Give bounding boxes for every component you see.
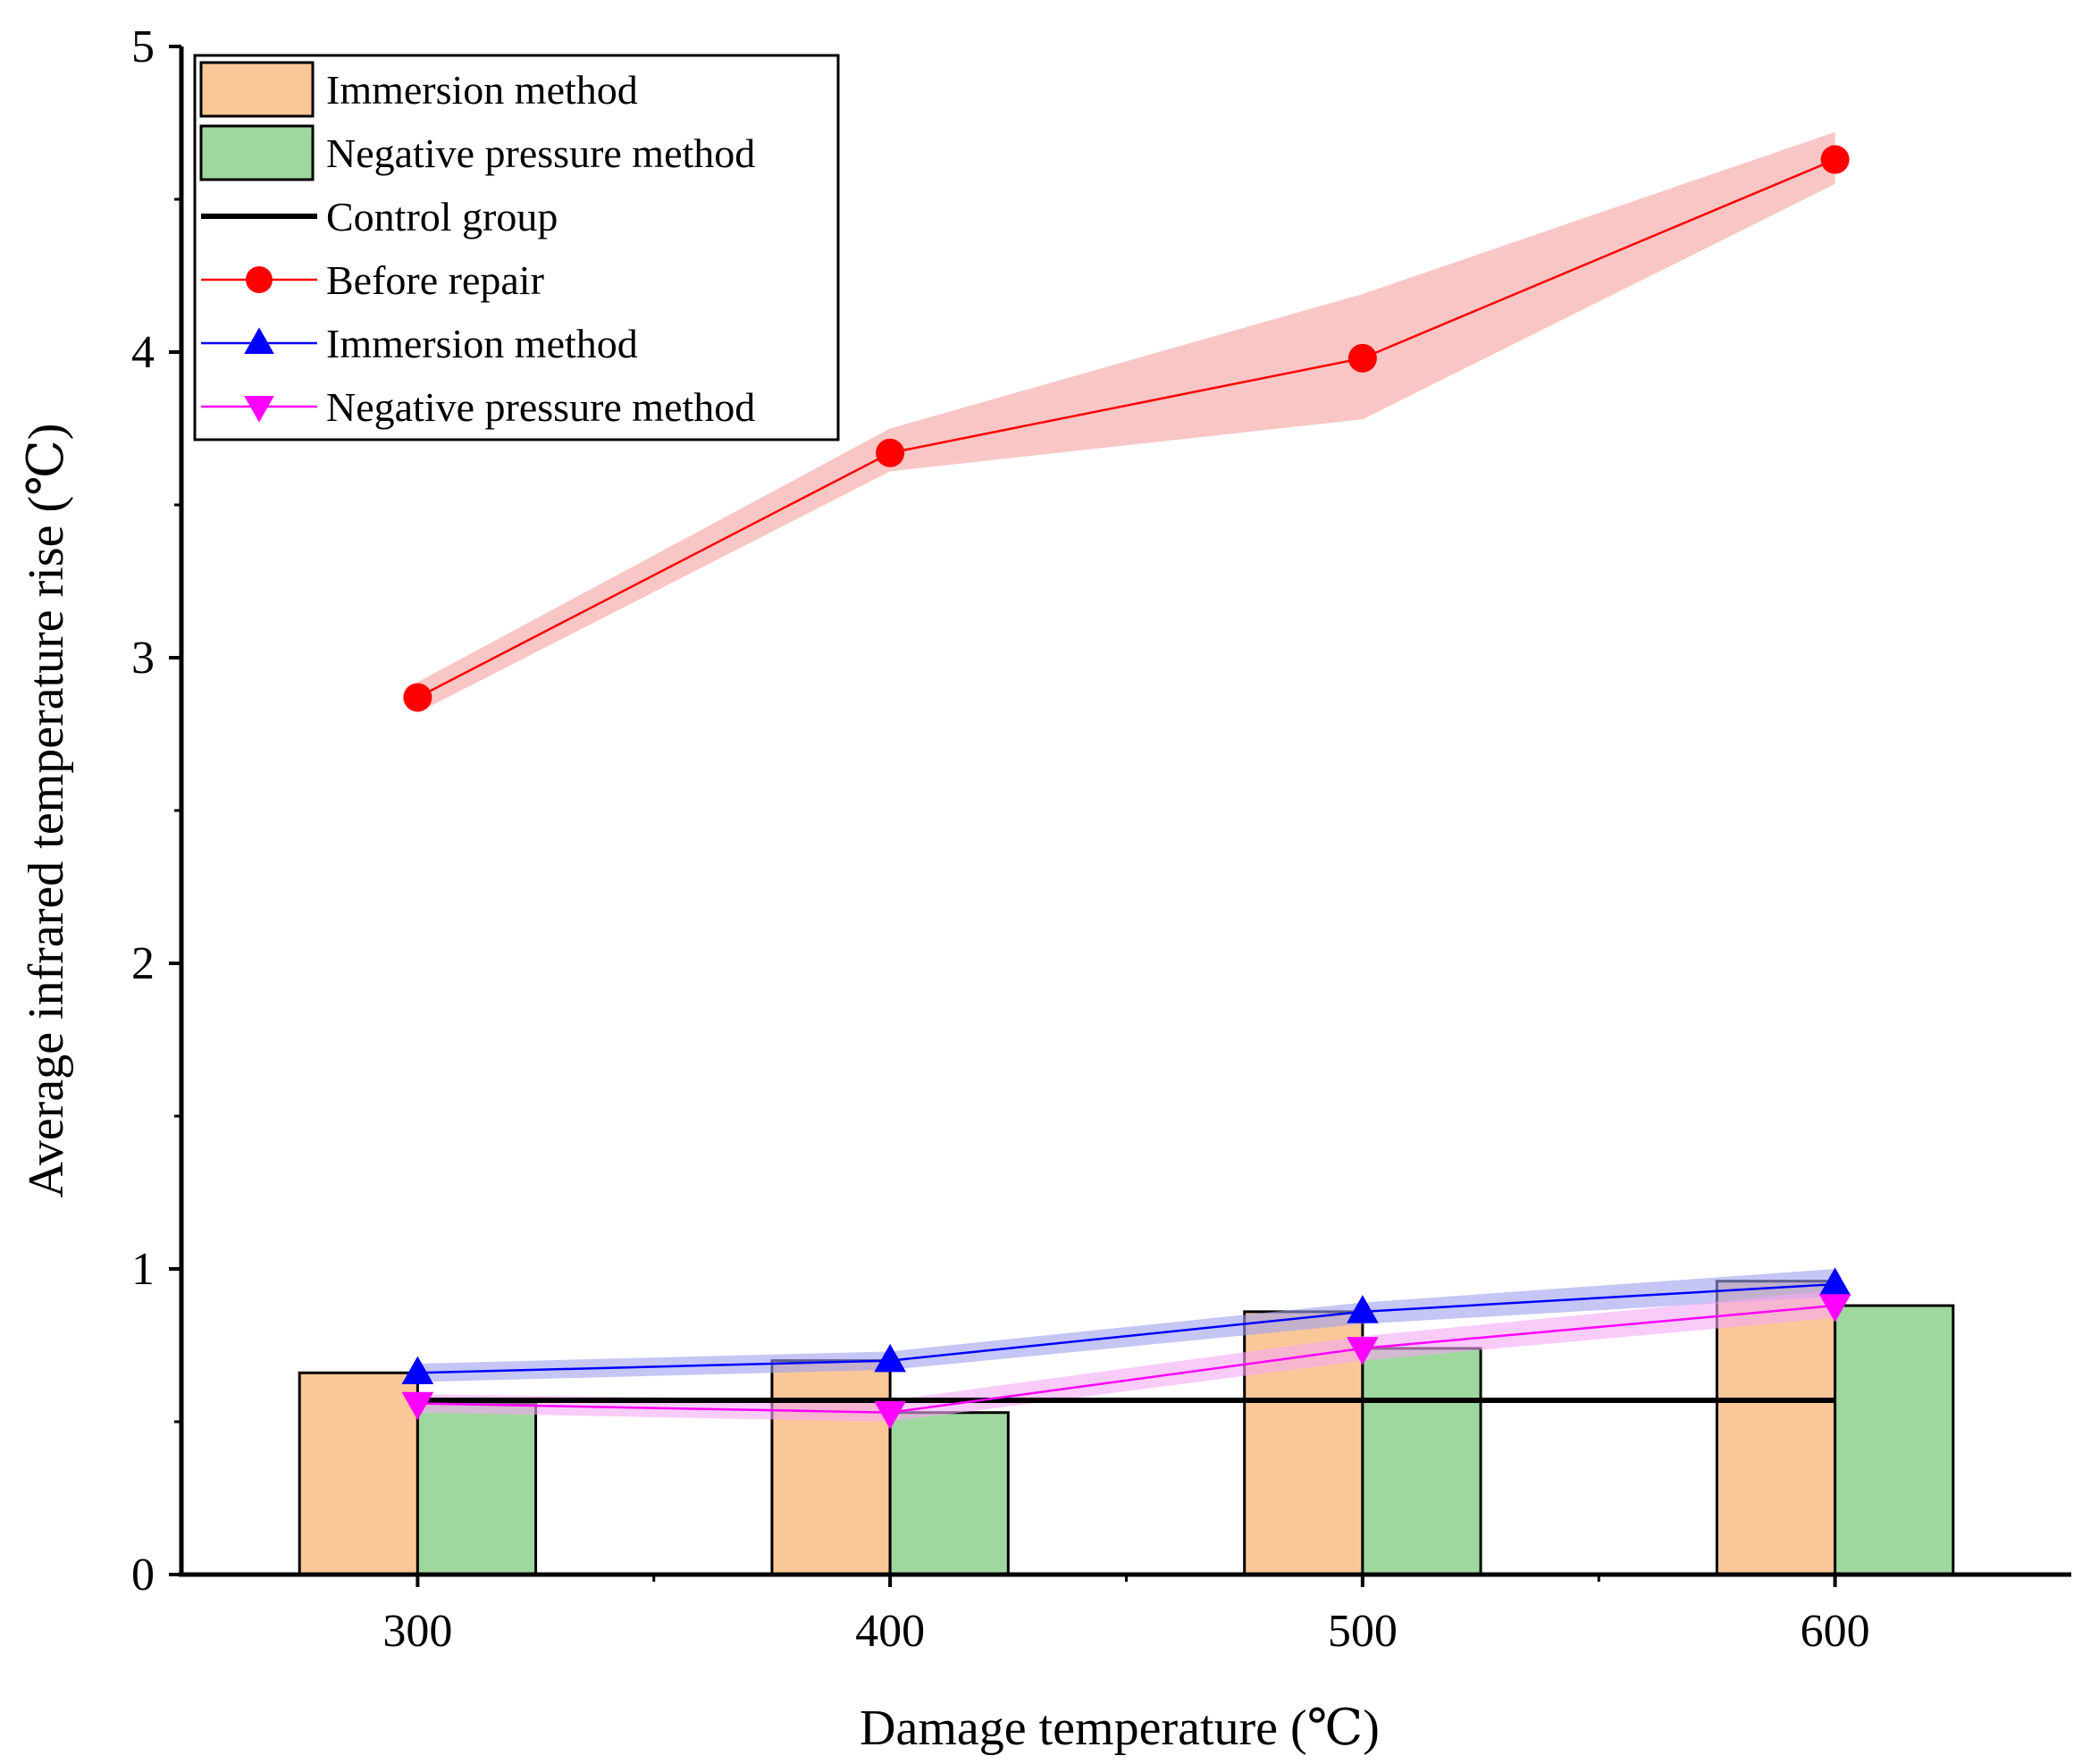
legend-frame — [193, 54, 840, 441]
y-tick-label-2: 2 — [131, 938, 155, 989]
bar-immersion-method-300 — [298, 1371, 419, 1576]
x-tick-label-400: 400 — [855, 1606, 925, 1657]
line-immersion-method — [417, 1282, 1835, 1374]
band-immersion-method — [417, 1269, 1835, 1382]
bar-immersion-method-600 — [1715, 1280, 1837, 1576]
x-tick-label-300: 300 — [382, 1606, 452, 1657]
y-tick-label-5: 5 — [131, 21, 155, 72]
lines-layer — [416, 158, 1836, 1414]
point-before-repair-500 — [1347, 343, 1377, 373]
legend-0-immersion-method-label: Immersion method — [326, 67, 638, 113]
ticks-layer: 0 1 2 3 4 5 300 400 500 600 — [131, 21, 1870, 1657]
bar-negative-pressure-method-600 — [1834, 1304, 1955, 1576]
bar-negative-pressure-method-300 — [416, 1401, 538, 1576]
bar-negative-pressure-method-400 — [888, 1411, 1010, 1576]
point-immersion-method-600 — [1818, 1267, 1851, 1296]
y-tick-label-0: 0 — [131, 1550, 155, 1600]
band-before-repair — [417, 131, 1835, 713]
point-negative-pressure-method-500 — [1347, 1337, 1379, 1365]
line-negative-pressure-method — [417, 1304, 1835, 1414]
x-axis-label: Damage temperature (℃) — [860, 1701, 1380, 1756]
legend-3-before-repair-label: Before repair — [326, 257, 544, 303]
point-before-repair-400 — [876, 438, 905, 467]
point-immersion-method-400 — [874, 1343, 906, 1373]
bar-negative-pressure-method-500 — [1361, 1347, 1482, 1576]
bars-layer — [298, 1280, 1955, 1576]
bar-immersion-method-400 — [770, 1359, 892, 1576]
y-tick-label-1: 1 — [131, 1244, 155, 1295]
legend-1-negative-pressure-method-label: Negative pressure method — [326, 130, 755, 176]
point-negative-pressure-method-400 — [874, 1400, 906, 1430]
point-before-repair-600 — [1820, 145, 1850, 174]
legend-1-negative-pressure-method-swatch — [199, 124, 315, 181]
markers-layer — [401, 145, 1851, 1430]
x-tick-label-500: 500 — [1328, 1606, 1398, 1657]
y-tick-label-4: 4 — [131, 327, 155, 378]
y-tick-label-3: 3 — [131, 633, 155, 684]
point-immersion-method-300 — [401, 1356, 434, 1385]
legend-2-control-group-label: Control group — [326, 194, 558, 239]
point-negative-pressure-method-600 — [1818, 1294, 1851, 1323]
point-immersion-method-500 — [1347, 1295, 1379, 1323]
point-before-repair-300 — [403, 683, 432, 712]
legend-0-immersion-method-swatch — [199, 61, 315, 118]
legend-4-immersion-method-swatch-marker — [244, 327, 274, 354]
legend-4-immersion-method-label: Immersion method — [326, 321, 638, 366]
legend-5-negative-pressure-method-label: Negative pressure method — [326, 384, 755, 430]
point-negative-pressure-method-300 — [401, 1391, 434, 1421]
x-tick-label-600: 600 — [1801, 1606, 1870, 1657]
legend-5-negative-pressure-method-swatch-marker — [244, 396, 274, 423]
legend: Immersion method Negative pressure method… — [193, 54, 840, 441]
bands-layer — [417, 131, 1835, 1422]
y-axis-label: Average infrared temperature rise (℃) — [19, 424, 74, 1198]
legend-3-before-repair-swatch-marker — [246, 266, 273, 293]
line-before-repair — [416, 158, 1836, 699]
band-negative-pressure-method — [417, 1289, 1835, 1422]
